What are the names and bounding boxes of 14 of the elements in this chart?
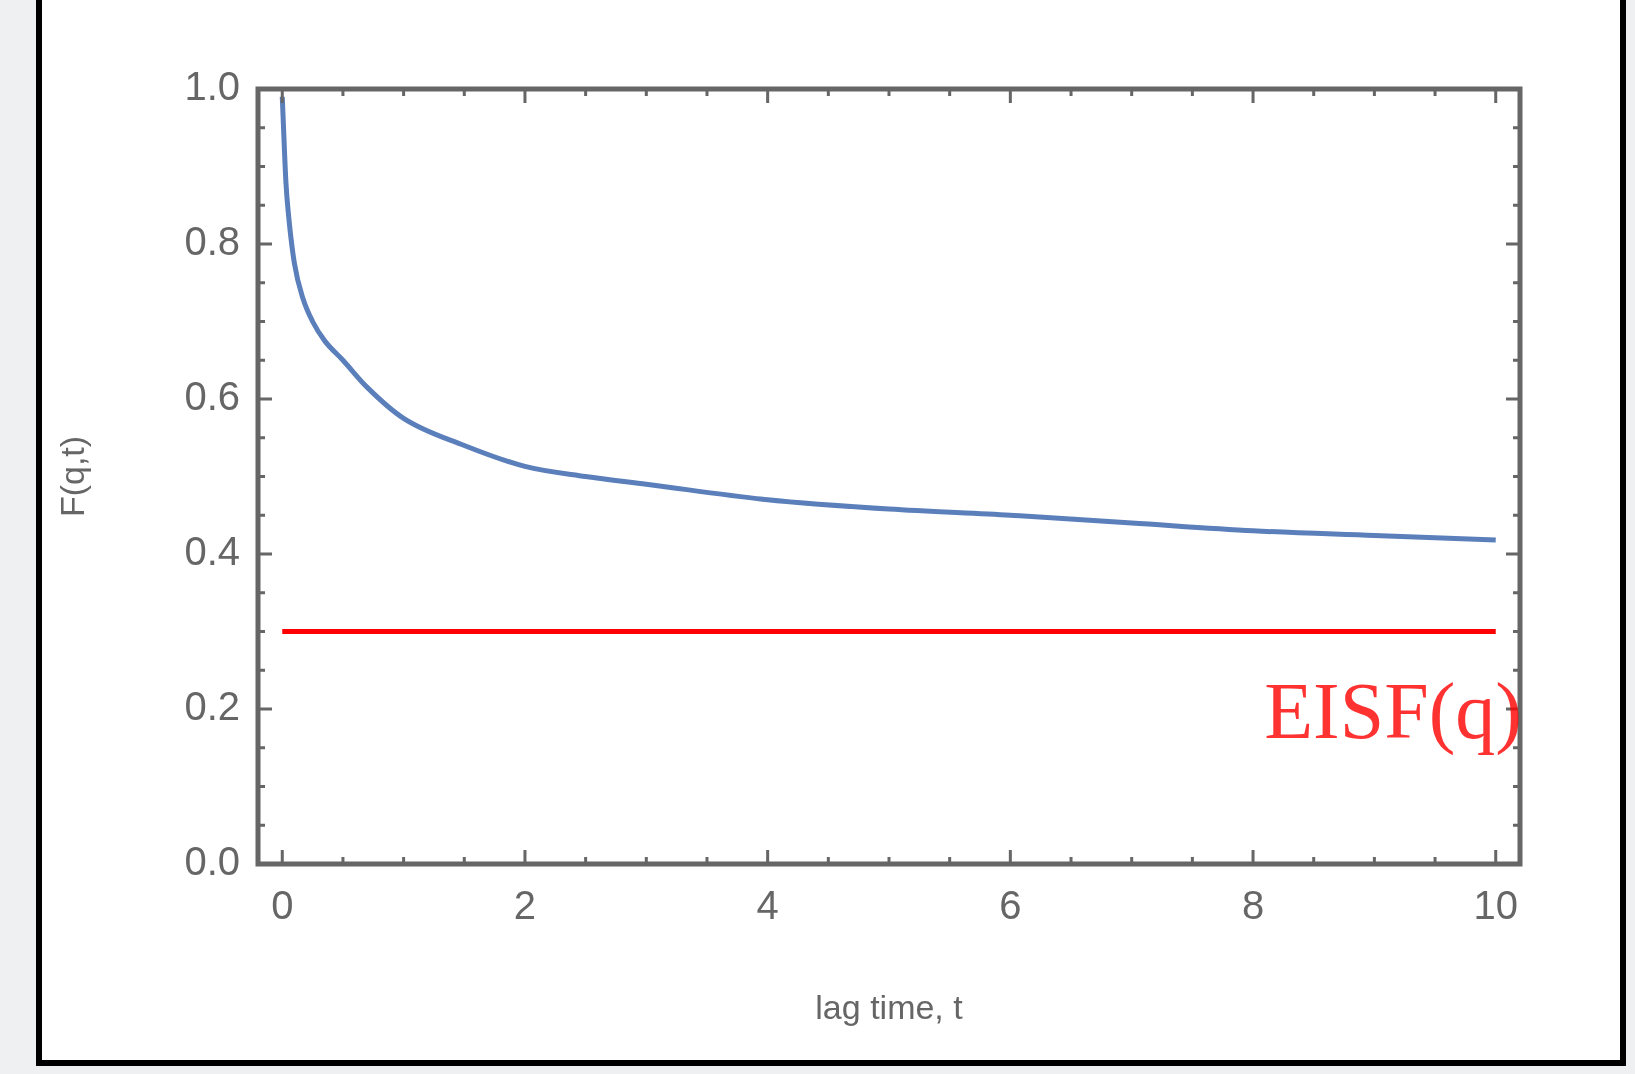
- y-tick-label: 0.2: [184, 684, 240, 729]
- y-tick-label: 0.6: [184, 374, 240, 419]
- y-tick-label: 1.0: [184, 64, 240, 109]
- x-tick-label: 10: [1473, 883, 1518, 928]
- x-tick-label: 2: [513, 883, 537, 928]
- y-axis-title: F(q,t): [52, 435, 91, 518]
- x-tick-label: 0: [271, 883, 294, 928]
- y-tick-label: 0.4: [184, 529, 240, 574]
- x-tick-label: 6: [999, 883, 1022, 928]
- y-tick-label: 0.0: [184, 839, 240, 884]
- x-tick-label: 8: [1241, 883, 1265, 928]
- x-axis-title: lag time, t: [815, 987, 964, 1026]
- x-tick-label: 4: [756, 883, 779, 928]
- y-tick-label: 0.8: [184, 219, 240, 264]
